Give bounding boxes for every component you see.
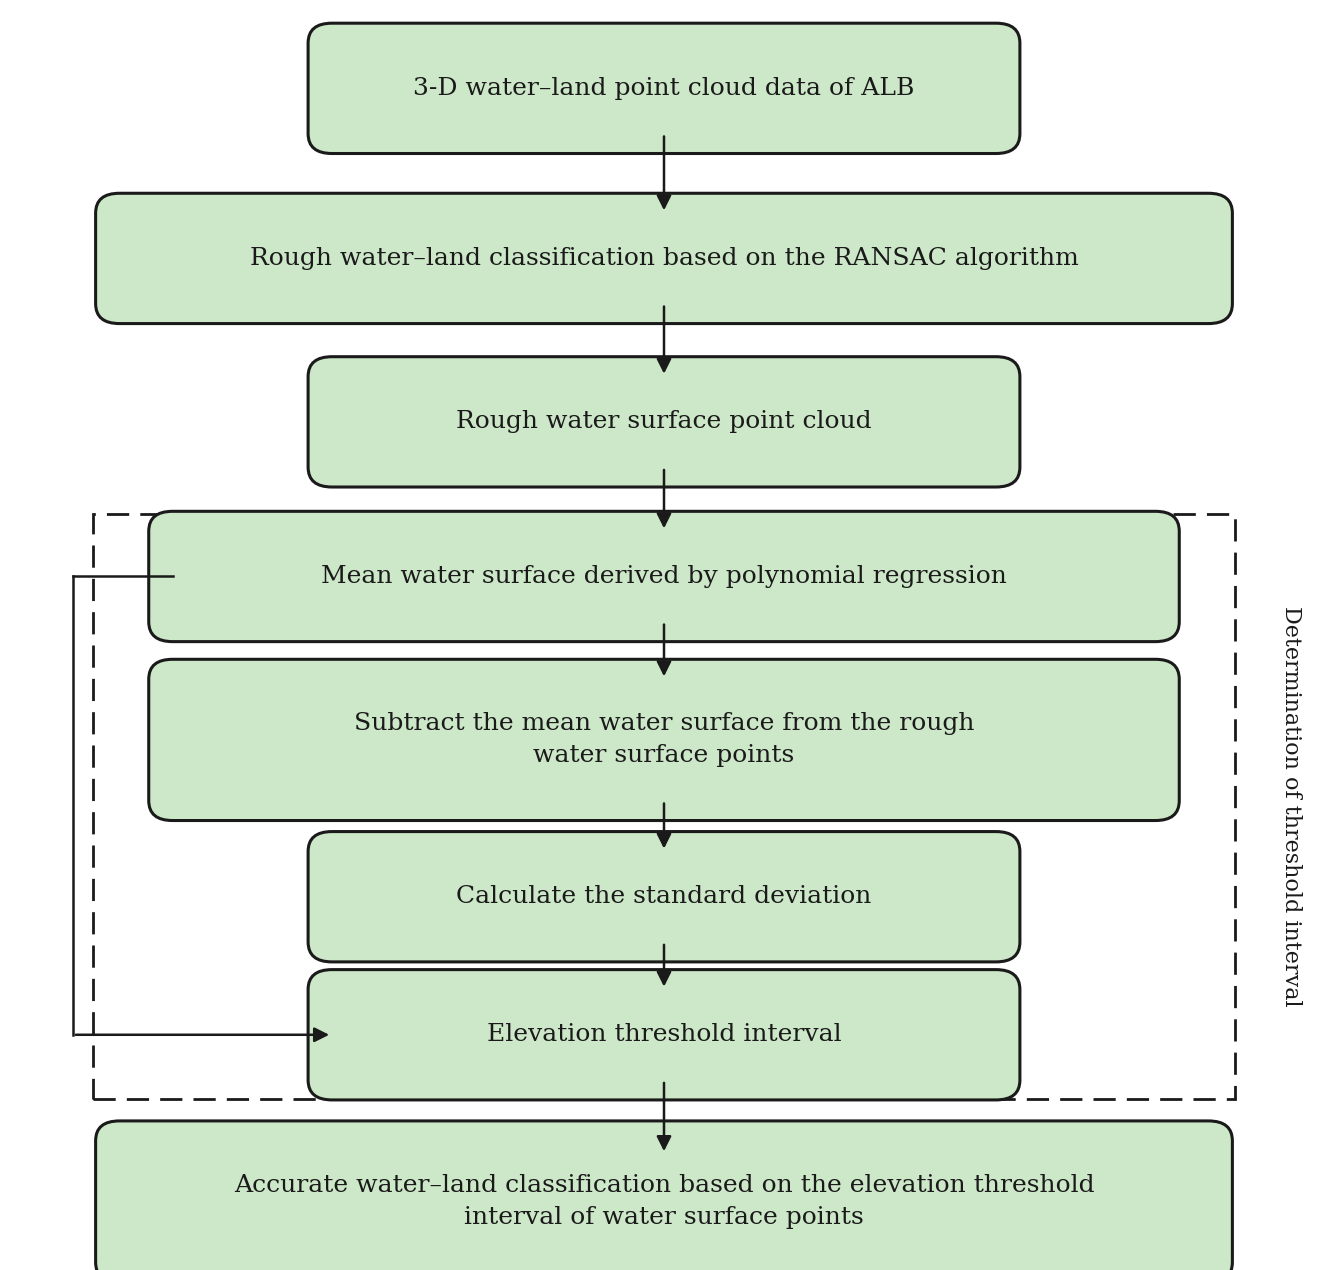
FancyBboxPatch shape [96, 193, 1232, 324]
Text: Rough water surface point cloud: Rough water surface point cloud [457, 410, 871, 433]
Text: Mean water surface derived by polynomial regression: Mean water surface derived by polynomial… [321, 565, 1007, 588]
FancyBboxPatch shape [96, 1121, 1232, 1270]
Text: Determination of threshold interval: Determination of threshold interval [1280, 606, 1301, 1007]
Text: Subtract the mean water surface from the rough
water surface points: Subtract the mean water surface from the… [353, 712, 975, 767]
Text: Calculate the standard deviation: Calculate the standard deviation [457, 885, 871, 908]
FancyBboxPatch shape [308, 832, 1020, 961]
Bar [93, 513, 1235, 1099]
Text: Elevation threshold interval: Elevation threshold interval [486, 1024, 842, 1046]
Text: Accurate water–land classification based on the elevation threshold
interval of : Accurate water–land classification based… [234, 1173, 1094, 1229]
FancyBboxPatch shape [149, 659, 1179, 820]
Text: Rough water–land classification based on the RANSAC algorithm: Rough water–land classification based on… [250, 246, 1078, 271]
FancyBboxPatch shape [308, 357, 1020, 486]
Text: 3-D water–land point cloud data of ALB: 3-D water–land point cloud data of ALB [413, 77, 915, 100]
FancyBboxPatch shape [308, 23, 1020, 154]
FancyBboxPatch shape [149, 512, 1179, 641]
FancyBboxPatch shape [308, 969, 1020, 1100]
